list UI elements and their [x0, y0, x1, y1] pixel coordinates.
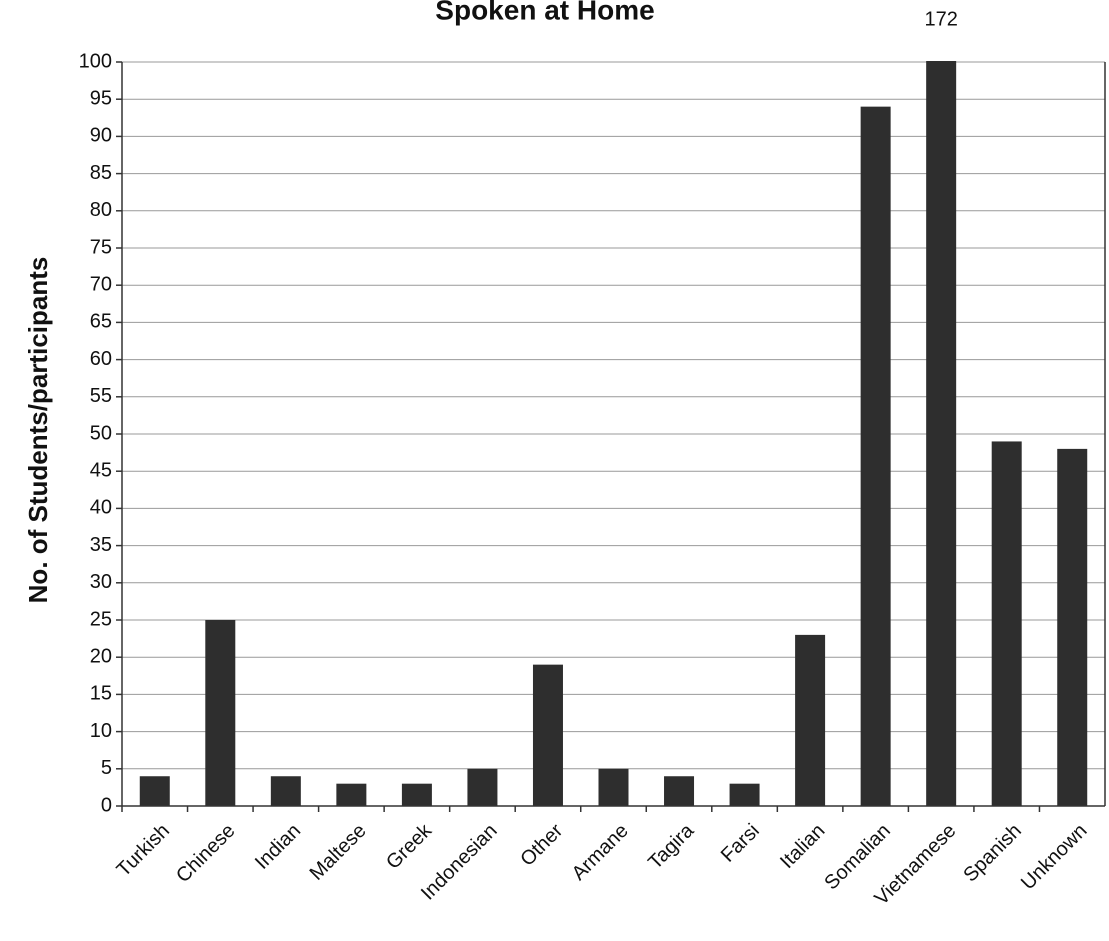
- x-tick-label: Greek: [382, 819, 437, 874]
- y-tick-label: 95: [90, 87, 112, 109]
- y-tick-label: 80: [90, 199, 112, 221]
- y-tick-label: 50: [90, 422, 112, 444]
- x-tick-label: Other: [516, 819, 567, 870]
- y-tick-label: 70: [90, 273, 112, 295]
- y-tick-label: 85: [90, 162, 112, 184]
- bar: [598, 768, 629, 806]
- y-axis-label: No. of Students/participants: [23, 257, 53, 604]
- data-label: 172: [924, 8, 957, 30]
- bar: [1057, 448, 1088, 806]
- x-tick-label: Spanish: [959, 820, 1026, 887]
- bar: [926, 61, 957, 807]
- chart-title: Spoken at Home: [435, 0, 654, 25]
- bar: [401, 783, 432, 806]
- bar: [532, 664, 563, 806]
- y-tick-label: 55: [90, 385, 112, 407]
- x-tick-label: Tagira: [644, 819, 699, 874]
- y-tick-label: 40: [90, 497, 112, 519]
- y-tick-label: 60: [90, 348, 112, 370]
- x-tick-label: Italian: [776, 820, 829, 873]
- grid: [122, 61, 1105, 807]
- x-tick-label: Chinese: [172, 820, 239, 887]
- y-tick-label: 75: [90, 236, 112, 258]
- bar: [729, 783, 760, 806]
- y-tick-label: 15: [90, 683, 112, 705]
- y-tick-label: 25: [90, 608, 112, 630]
- x-tick-label: Armane: [568, 820, 633, 885]
- y-tick-label: 30: [90, 571, 112, 593]
- y-tick-label: 5: [101, 757, 112, 779]
- y-tick-label: 0: [101, 794, 112, 816]
- bar: [139, 776, 170, 806]
- bar: [270, 776, 301, 806]
- y-tick-label: 65: [90, 311, 112, 333]
- x-tick-label: Indian: [251, 820, 305, 874]
- bar: [467, 768, 498, 806]
- y-tick-label: 20: [90, 645, 112, 667]
- bar: [336, 783, 367, 806]
- x-tick-label: Unknown: [1017, 820, 1092, 895]
- y-tick-label: 90: [90, 125, 112, 147]
- bar: [860, 106, 891, 806]
- y-tick-label: 45: [90, 459, 112, 481]
- x-tick-label: Farsi: [717, 820, 764, 867]
- x-tick-label: Maltese: [306, 820, 371, 885]
- bars: [139, 61, 1088, 807]
- x-tick-label: Turkish: [113, 820, 174, 881]
- y-tick-label: 100: [79, 50, 112, 72]
- bar: [205, 620, 236, 806]
- y-tick-label: 35: [90, 534, 112, 556]
- bar: [664, 776, 695, 806]
- bar: [795, 634, 826, 806]
- bar: [991, 441, 1022, 806]
- y-tick-label: 10: [90, 720, 112, 742]
